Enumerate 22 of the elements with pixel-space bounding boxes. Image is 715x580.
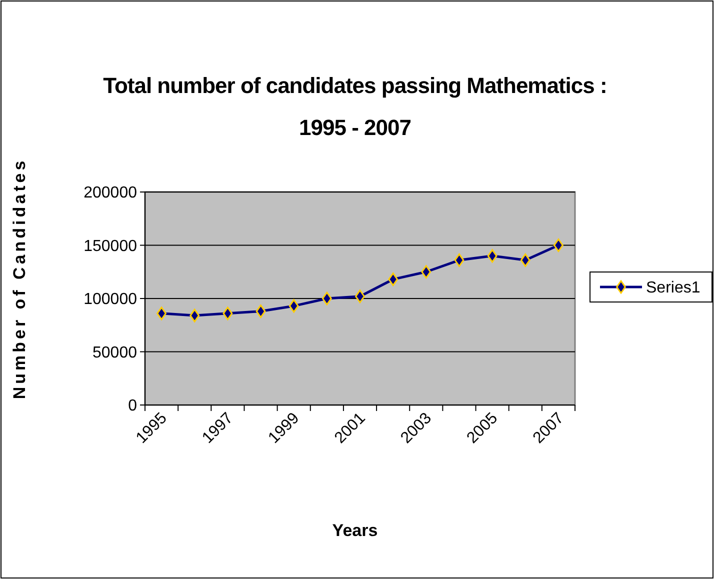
point — [421, 265, 432, 279]
y-axis-title: Number of Candidates — [10, 158, 29, 400]
y-tick-label: 50000 — [92, 344, 138, 362]
chart-title: Total number of candidates passing Mathematics : 1995 - 2007 — [103, 73, 607, 140]
point — [454, 253, 464, 267]
point — [520, 253, 530, 267]
y-tick-label: 100000 — [84, 291, 138, 308]
point — [156, 306, 166, 320]
legend-label: Series1 — [646, 280, 700, 297]
y-tick-label: 0 — [128, 398, 138, 415]
point — [190, 308, 200, 322]
point — [256, 304, 266, 318]
point — [355, 290, 365, 304]
x-axis-title: Years — [332, 521, 378, 540]
point — [388, 272, 398, 286]
point — [322, 292, 332, 306]
point — [288, 299, 299, 313]
point — [487, 249, 498, 263]
y-tick-label: 150000 — [84, 238, 138, 255]
point — [222, 306, 233, 320]
point — [554, 238, 564, 252]
y-tick-label: 200000 — [84, 184, 138, 202]
